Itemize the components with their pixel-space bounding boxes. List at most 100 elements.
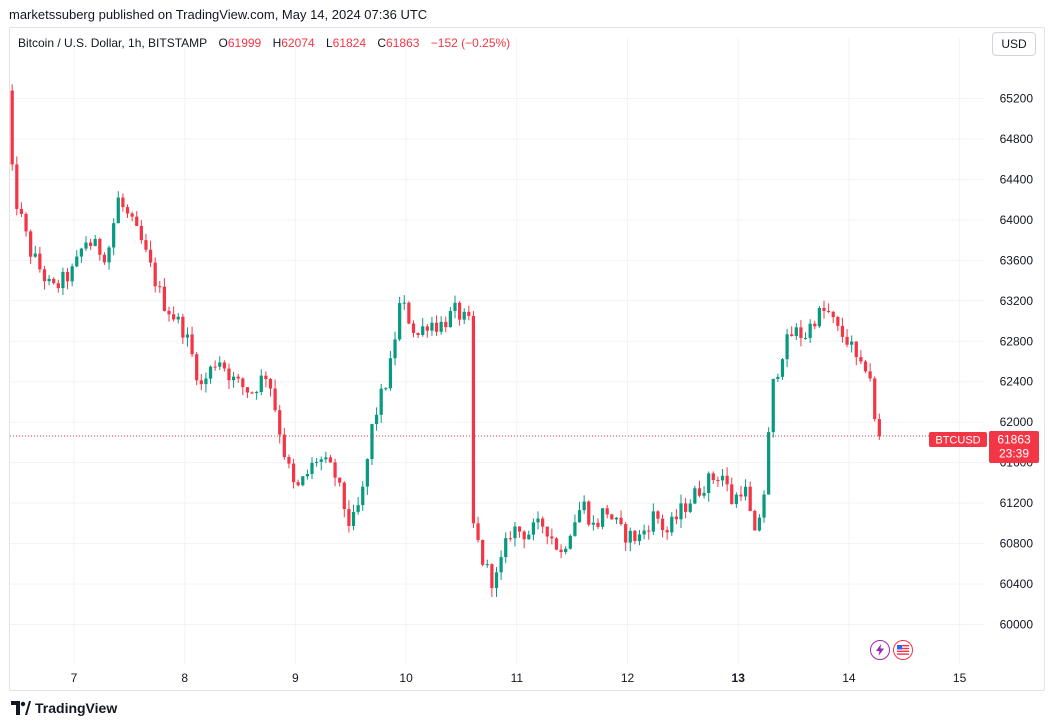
candle-body	[278, 410, 282, 435]
candle-body	[148, 249, 153, 263]
y-tick-label: 64000	[1000, 213, 1034, 227]
tradingview-logo[interactable]: TradingView	[11, 700, 117, 716]
candle-body	[753, 510, 757, 531]
candle-body	[42, 269, 47, 282]
candle-body	[218, 362, 222, 367]
candle-body	[716, 480, 720, 482]
candle-body	[850, 341, 854, 345]
candle-body	[467, 311, 471, 316]
candle-body	[19, 208, 24, 214]
candle-body	[402, 302, 406, 304]
candle-body	[388, 358, 393, 389]
candle-body	[245, 387, 250, 393]
candle-body	[430, 322, 434, 331]
y-tick-label: 60000	[1000, 618, 1034, 632]
legend-open-value: 61999	[227, 36, 262, 50]
candle-body	[213, 366, 217, 368]
candle-body	[181, 316, 185, 338]
candle-body	[264, 375, 268, 379]
legend-symbol[interactable]: Bitcoin / U.S. Dollar, 1h, BITSTAMP	[18, 36, 208, 50]
candle-body	[665, 530, 669, 533]
candle-body	[711, 473, 715, 481]
legend-close-label: C	[377, 36, 387, 50]
lightning-icon[interactable]	[870, 640, 890, 660]
candle-body	[416, 332, 420, 336]
candle-body	[199, 380, 203, 385]
candle-body	[121, 197, 125, 208]
x-tick-label: 12	[621, 671, 635, 685]
price-tag-countdown: 23:39	[999, 447, 1029, 461]
candle-body	[351, 511, 356, 526]
candle-body	[84, 242, 88, 249]
candle-body	[868, 371, 872, 379]
candle-body	[688, 503, 692, 512]
y-tick-label: 64800	[1000, 132, 1034, 146]
candle-body	[448, 310, 452, 328]
candle-body	[531, 522, 536, 535]
candle-body	[790, 334, 794, 337]
candle-body	[707, 473, 711, 493]
x-tick-label: 9	[292, 671, 299, 685]
candle-body	[619, 517, 623, 525]
candle-body	[305, 473, 310, 477]
candle-body	[647, 530, 651, 532]
candle-body	[98, 238, 102, 255]
candle-body	[319, 459, 323, 462]
candle-body	[679, 503, 683, 520]
x-tick-label: 13	[732, 671, 746, 685]
candle-body	[185, 334, 190, 338]
candle-body	[757, 517, 762, 531]
candle-body	[702, 492, 706, 496]
candle-body	[600, 508, 605, 527]
candle-body	[439, 321, 443, 332]
candle-body	[684, 503, 688, 512]
candle-body	[845, 336, 849, 345]
candle-body	[15, 164, 19, 209]
candle-body	[457, 302, 462, 320]
candle-body	[697, 488, 702, 496]
candle-body	[476, 523, 480, 540]
candle-body	[153, 262, 157, 287]
candle-body	[301, 476, 305, 486]
candle-body	[310, 462, 314, 474]
candle-body	[490, 564, 494, 589]
candle-body	[591, 522, 595, 525]
candle-body	[656, 511, 660, 519]
us-flag-glyph	[897, 645, 909, 655]
candle-body	[102, 254, 107, 263]
candle-body	[342, 482, 346, 510]
currency-button[interactable]: USD	[992, 32, 1036, 56]
candle-body	[421, 326, 425, 336]
x-tick-label: 15	[953, 671, 967, 685]
candle-body	[739, 494, 743, 497]
candle-body	[70, 266, 74, 282]
candle-body	[660, 518, 665, 531]
candle-body	[255, 391, 259, 393]
candle-body	[75, 256, 79, 267]
candle-body	[633, 530, 637, 542]
legend-low-label: L	[325, 36, 333, 50]
candle-body	[554, 538, 559, 550]
candle-body	[453, 302, 457, 311]
candle-body	[462, 311, 466, 320]
candle-body	[513, 526, 517, 539]
us-flag-icon[interactable]	[893, 640, 913, 660]
time-axis[interactable]: 7 8 9 10 11 12 13 14 15	[71, 671, 967, 685]
candle-body	[204, 378, 208, 385]
candle-body	[328, 457, 333, 463]
y-tick-label: 63600	[1000, 253, 1034, 267]
candle-body	[116, 197, 120, 224]
candle-body	[434, 322, 439, 332]
candle-body	[190, 334, 194, 355]
candle-body	[38, 253, 42, 270]
candle-body	[393, 339, 397, 359]
price-axis[interactable]: 6000060400608006120061600620006240062800…	[1000, 91, 1034, 631]
candle-body	[541, 518, 545, 527]
candle-body	[605, 508, 609, 515]
candle-body	[568, 535, 572, 549]
x-tick-label: 11	[511, 671, 524, 685]
candle-body	[268, 378, 273, 389]
candle-body	[771, 378, 775, 433]
candle-body	[65, 271, 70, 282]
